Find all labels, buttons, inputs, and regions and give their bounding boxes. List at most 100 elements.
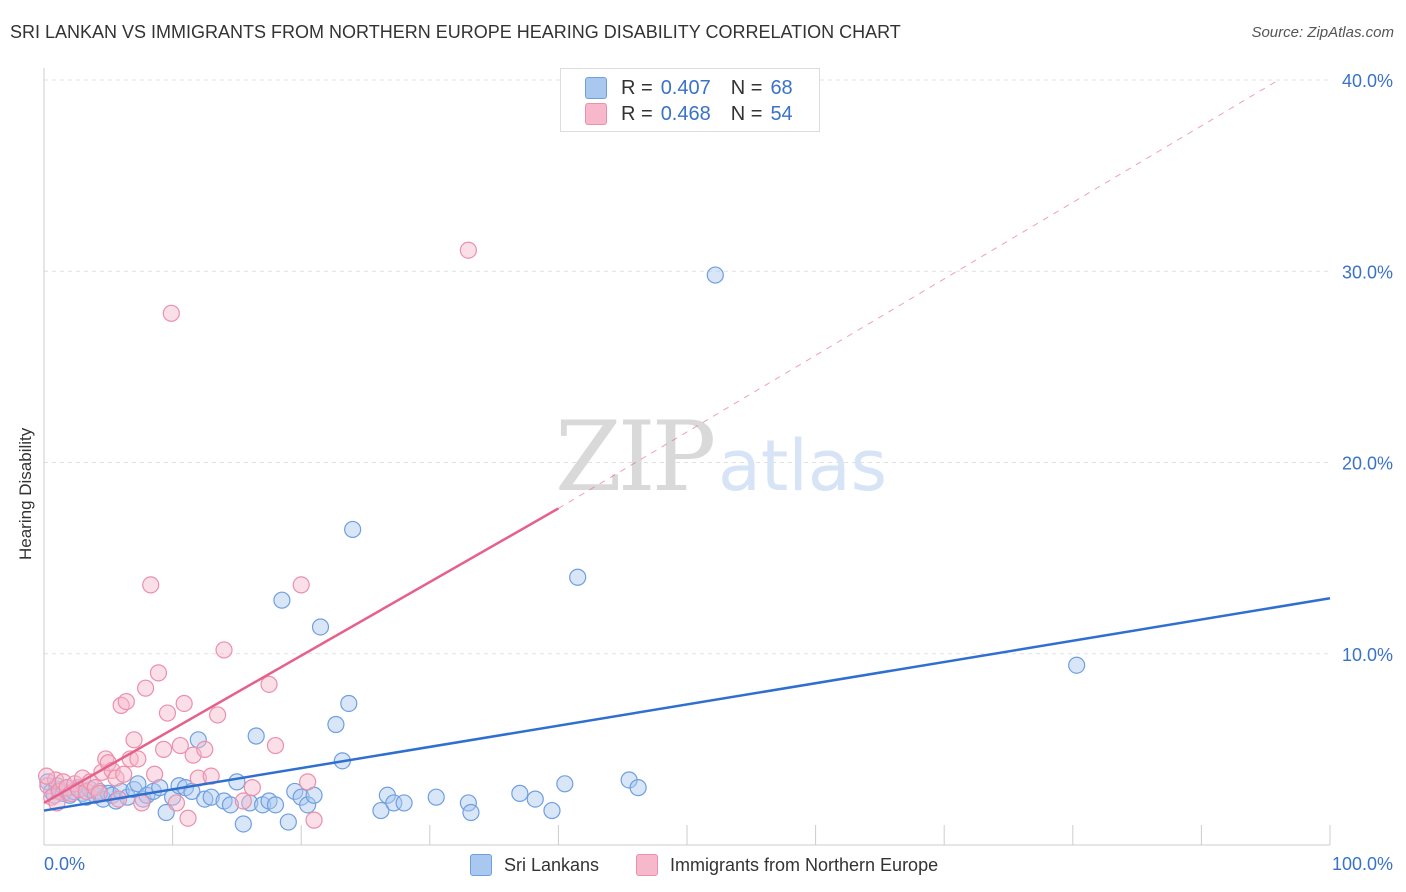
- data-point-immigrants: [299, 773, 317, 791]
- data-point-immigrants: [149, 664, 168, 682]
- x-tick-label: 100.0%: [1332, 854, 1393, 874]
- data-point-sri-lankans: [228, 773, 246, 791]
- y-axis-label: Hearing Disability: [16, 427, 35, 560]
- data-point-sri-lankans: [129, 775, 147, 793]
- data-point-sri-lankans: [459, 794, 477, 812]
- data-point-immigrants: [107, 769, 125, 787]
- data-point-sri-lankans: [196, 790, 214, 808]
- data-point-sri-lankans: [202, 788, 220, 806]
- n-value: 68: [770, 76, 793, 99]
- y-tick-label: 10.0%: [1342, 645, 1393, 665]
- stats-legend: R = 0.407 N = 68 R = 0.468 N = 54: [560, 68, 820, 132]
- data-point-sri-lankans: [221, 796, 240, 814]
- blue-swatch: [585, 77, 607, 99]
- trend-lines: [43, 79, 1331, 812]
- data-point-immigrants: [167, 794, 186, 812]
- data-point-immigrants: [145, 765, 164, 783]
- pink-swatch: [636, 854, 658, 876]
- data-point-immigrants: [133, 794, 151, 812]
- data-point-immigrants: [142, 576, 160, 594]
- data-point-immigrants: [90, 784, 108, 802]
- data-point-immigrants: [154, 740, 173, 758]
- data-point-sri-lankans: [427, 788, 445, 806]
- data-point-sri-lankans: [629, 779, 647, 797]
- trend-line-immigrants: [43, 507, 560, 805]
- legend-label: Sri Lankans: [504, 854, 600, 875]
- data-point-sri-lankans: [327, 715, 345, 734]
- axes: [43, 68, 1331, 846]
- data-point-immigrants: [117, 692, 135, 711]
- r-label: R =: [621, 76, 653, 99]
- data-point-immigrants: [136, 679, 155, 697]
- watermark: ZIP atlas: [555, 401, 887, 513]
- watermark-atlas: atlas: [718, 425, 887, 507]
- data-point-sri-lankans: [372, 801, 390, 820]
- data-point-immigrants: [125, 731, 143, 749]
- r-value: 0.407: [660, 76, 711, 99]
- legend-item-sri-lankans[interactable]: Sri Lankans: [470, 852, 599, 878]
- stats-legend-row-sri-lankans: R = 0.407 N = 68: [585, 75, 793, 101]
- data-point-immigrants: [215, 641, 233, 659]
- data-point-sri-lankans: [247, 727, 265, 745]
- data-point-immigrants: [266, 736, 285, 755]
- data-point-sri-lankans: [286, 782, 304, 801]
- data-point-immigrants: [459, 241, 477, 259]
- data-point-immigrants: [292, 576, 310, 594]
- watermark-zip: ZIP: [555, 401, 714, 513]
- data-point-immigrants: [260, 675, 278, 693]
- data-point-immigrants: [158, 704, 177, 722]
- data-point-immigrants: [243, 779, 261, 797]
- data-point-sri-lankans: [311, 618, 330, 636]
- data-point-sri-lankans: [543, 801, 561, 820]
- data-point-immigrants: [115, 765, 133, 783]
- trend-line-sri-lankans: [43, 597, 1331, 812]
- n-label: N =: [730, 76, 763, 99]
- data-point-sri-lankans: [273, 591, 291, 609]
- pink-swatch: [585, 103, 607, 125]
- chart-title: SRI LANKAN VS IMMIGRANTS FROM NORTHERN E…: [10, 22, 901, 42]
- data-point-immigrants: [171, 736, 189, 755]
- data-point-immigrants: [234, 792, 252, 810]
- data-point-immigrants: [77, 782, 96, 801]
- data-point-sri-lankans: [706, 266, 724, 284]
- data-point-immigrants: [196, 740, 214, 758]
- data-point-immigrants: [209, 706, 227, 724]
- data-point-sri-lankans: [526, 790, 544, 808]
- trend-line-immigrants-extension: [558, 79, 1279, 509]
- legend-item-immigrants-northern-europe[interactable]: Immigrants from Northern Europe: [636, 852, 938, 878]
- data-point-sri-lankans: [395, 794, 413, 812]
- y-tick-label: 20.0%: [1342, 454, 1393, 474]
- r-value: 0.468: [660, 102, 711, 125]
- data-point-sri-lankans: [556, 775, 574, 793]
- data-point-sri-lankans: [299, 796, 317, 814]
- data-point-sri-lankans: [266, 796, 285, 814]
- tick-labels: 10.0% 20.0% 30.0% 40.0% 0.0% 100.0%: [44, 71, 1393, 874]
- r-label: R =: [621, 102, 653, 125]
- y-tick-label: 30.0%: [1342, 262, 1393, 282]
- x-tick-label: 0.0%: [44, 854, 85, 874]
- data-point-sri-lankans: [344, 520, 362, 539]
- data-point-sri-lankans: [340, 694, 358, 713]
- legend-label: Immigrants from Northern Europe: [670, 854, 939, 875]
- data-point-immigrants: [179, 809, 197, 827]
- data-point-sri-lankans: [279, 813, 297, 831]
- n-label: N =: [730, 102, 763, 125]
- data-point-sri-lankans: [462, 803, 480, 822]
- data-point-sri-lankans: [234, 815, 252, 833]
- grid-lines: [44, 79, 1330, 655]
- data-point-sri-lankans: [569, 568, 587, 586]
- data-point-sri-lankans: [1068, 656, 1086, 674]
- data-point-immigrants: [175, 694, 193, 713]
- blue-swatch: [470, 854, 492, 876]
- data-point-sri-lankans: [189, 731, 207, 749]
- data-point-immigrants: [162, 304, 180, 322]
- n-value: 54: [770, 102, 793, 125]
- data-point-immigrants: [305, 811, 323, 829]
- data-point-immigrants: [37, 767, 56, 785]
- data-point-immigrants: [129, 750, 147, 768]
- y-tick-label: 40.0%: [1342, 71, 1393, 91]
- data-point-sri-lankans: [511, 784, 529, 802]
- source-label: Source: ZipAtlas.com: [1251, 24, 1394, 41]
- stats-legend-row-immigrants: R = 0.468 N = 54: [585, 101, 793, 127]
